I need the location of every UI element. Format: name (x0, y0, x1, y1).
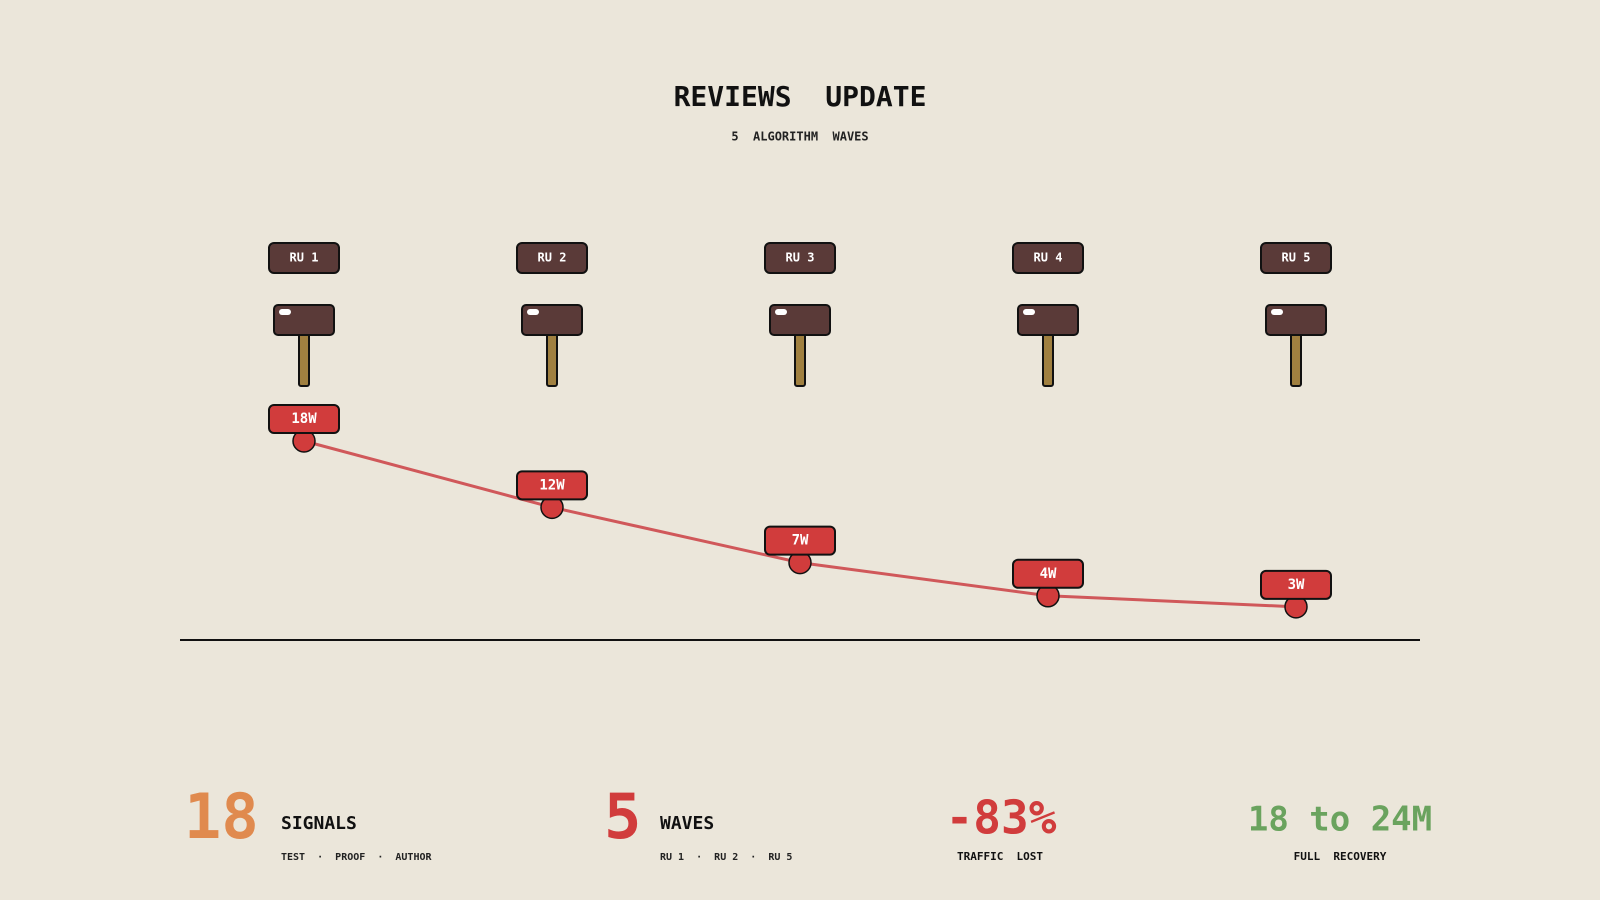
value-label: 7W (792, 533, 809, 549)
value-label: 18W (291, 411, 317, 427)
category-label: RU 3 (786, 251, 815, 265)
category-box (516, 242, 588, 274)
category-box (764, 242, 836, 274)
stat-label: WAVES (660, 813, 714, 834)
category-box (268, 242, 340, 274)
chart-title: REVIEWS UPDATE (674, 80, 927, 113)
stat-detail: TEST · PROOF · AUTHOR (281, 852, 432, 863)
value-label: 3W (1288, 577, 1305, 593)
category-label: RU 4 (1034, 251, 1063, 265)
hammer-handle (546, 330, 558, 387)
category-box (1260, 242, 1332, 274)
hammer-handle (1042, 330, 1054, 387)
value-label-box (764, 525, 836, 556)
hammer-handle (794, 330, 806, 387)
stat-label: SIGNALS (281, 813, 357, 834)
hammer-handle (298, 330, 310, 387)
value-label-box (1260, 569, 1332, 600)
category-label: RU 1 (290, 251, 319, 265)
value-label: 12W (539, 477, 565, 493)
value-label-box (1012, 558, 1084, 589)
category-box (1012, 242, 1084, 274)
stat-value: 18 (184, 780, 259, 853)
stat-value: -83% (946, 791, 1057, 845)
value-label: 4W (1040, 566, 1057, 582)
value-label-box (268, 404, 340, 434)
stat-value: 18 to 24M (1248, 800, 1432, 840)
category-label: RU 2 (538, 251, 567, 265)
category-label: RU 5 (1282, 251, 1311, 265)
hammer-shine (1271, 309, 1283, 315)
stat-detail: RU 1 · RU 2 · RU 5 (660, 852, 792, 863)
hammer-shine (775, 309, 787, 315)
hammer-handle (1290, 330, 1302, 387)
hammer-shine (1023, 309, 1035, 315)
stat-label: TRAFFIC LOST (957, 850, 1043, 863)
hammer-shine (279, 309, 291, 315)
stat-label: FULL RECOVERY (1294, 850, 1387, 863)
value-label-box (516, 470, 588, 501)
stat-value: 5 (604, 780, 641, 853)
hammer-shine (527, 309, 539, 315)
chart-subtitle: 5 ALGORITHM WAVES (731, 130, 868, 144)
